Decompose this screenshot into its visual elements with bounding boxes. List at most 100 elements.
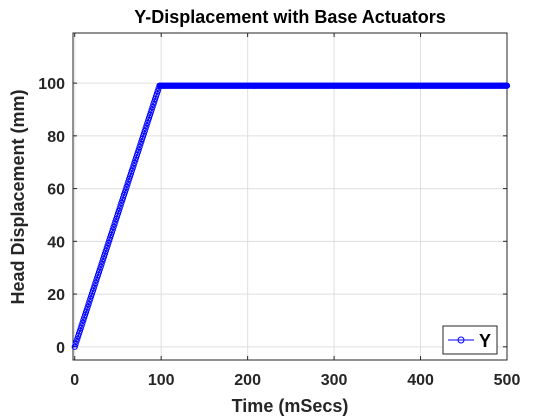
data-point: [106, 237, 113, 244]
data-point: [95, 269, 103, 276]
y-tick-label: 40: [47, 234, 65, 251]
data-point: [124, 181, 131, 188]
y-tick-label: 60: [47, 182, 65, 199]
data-point: [127, 170, 135, 177]
data-point: [88, 293, 95, 300]
data-point: [126, 173, 134, 180]
y-tick-label: 100: [38, 76, 65, 93]
data-point: [130, 162, 137, 169]
data-point: [87, 295, 94, 302]
data-point: [118, 199, 125, 207]
data-point: [108, 229, 116, 236]
data-point: [89, 287, 96, 294]
legend-label: Y: [479, 331, 491, 351]
data-point: [104, 242, 111, 249]
data-point: [101, 253, 108, 260]
data-point: [102, 247, 109, 255]
data-point: [138, 138, 145, 145]
data-point: [149, 103, 156, 111]
data-point: [94, 271, 102, 278]
x-tick-label: 200: [234, 372, 261, 389]
x-tick-label: 0: [70, 372, 79, 389]
data-point: [112, 218, 119, 225]
data-point: [139, 133, 147, 140]
data-point: [91, 282, 98, 289]
data-point: [140, 130, 147, 137]
x-tick-label: 100: [148, 372, 175, 389]
data-point: [85, 301, 92, 308]
data-point: [133, 151, 141, 159]
data-point: [133, 154, 140, 161]
data-point: [135, 146, 142, 153]
data-point: [122, 186, 129, 193]
data-point: [90, 285, 97, 292]
data-point: [154, 87, 161, 95]
data-point: [75, 330, 83, 337]
data-point: [101, 250, 109, 257]
data-point: [94, 274, 101, 281]
data-point: [121, 189, 128, 196]
data-point: [79, 319, 86, 326]
data-point: [96, 266, 103, 273]
data-point: [142, 125, 149, 132]
data-point: [116, 205, 123, 212]
data-point: [100, 255, 107, 262]
data-point: [125, 178, 132, 185]
x-tick-label: 500: [494, 372, 521, 389]
data-point: [107, 234, 114, 241]
y-axis-label: Head Displacement (mm): [8, 89, 28, 304]
x-tick-label: 400: [407, 372, 434, 389]
chart-title: Y-Displacement with Base Actuators: [134, 7, 445, 27]
data-point: [73, 338, 80, 345]
data-point: [132, 157, 139, 164]
data-point: [153, 90, 160, 97]
data-point: [105, 239, 112, 247]
data-point: [99, 258, 106, 265]
data-point: [88, 290, 96, 297]
data-point: [92, 279, 99, 286]
x-tick-label: 300: [321, 372, 348, 389]
data-point: [93, 277, 100, 284]
data-point: [145, 114, 153, 121]
data-point: [75, 333, 82, 340]
series-layer: [71, 82, 511, 350]
data-point: [110, 223, 117, 231]
data-point: [71, 343, 78, 350]
plot-area: [72, 32, 508, 361]
data-point: [150, 101, 157, 108]
data-point: [123, 183, 130, 191]
data-point: [152, 95, 159, 103]
data-point: [131, 159, 138, 167]
data-point: [143, 122, 150, 129]
data-point: [137, 141, 144, 148]
data-point: [82, 311, 89, 318]
data-point: [117, 202, 124, 209]
data-point: [82, 309, 90, 316]
data-point: [126, 175, 133, 183]
data-point: [139, 135, 146, 143]
data-point: [120, 191, 128, 199]
data-point: [80, 317, 87, 324]
data-point: [76, 327, 84, 334]
data-point: [503, 82, 511, 89]
data-point: [83, 306, 90, 313]
data-point: [72, 341, 79, 348]
data-point: [128, 167, 135, 175]
data-point: [77, 325, 84, 332]
y-tick-label: 20: [47, 287, 65, 304]
data-point: [119, 197, 126, 204]
data-point: [151, 98, 158, 105]
data-point: [103, 245, 110, 252]
data-point: [113, 213, 121, 220]
data-point: [144, 119, 151, 127]
data-point: [115, 207, 122, 215]
grid: [73, 33, 508, 360]
data-point: [84, 303, 91, 310]
data-point: [111, 221, 118, 228]
data-point: [152, 93, 160, 100]
data-point: [146, 111, 154, 119]
data-point: [120, 194, 127, 201]
data-point: [136, 143, 143, 151]
data-point: [141, 127, 148, 135]
data-point: [78, 322, 85, 329]
